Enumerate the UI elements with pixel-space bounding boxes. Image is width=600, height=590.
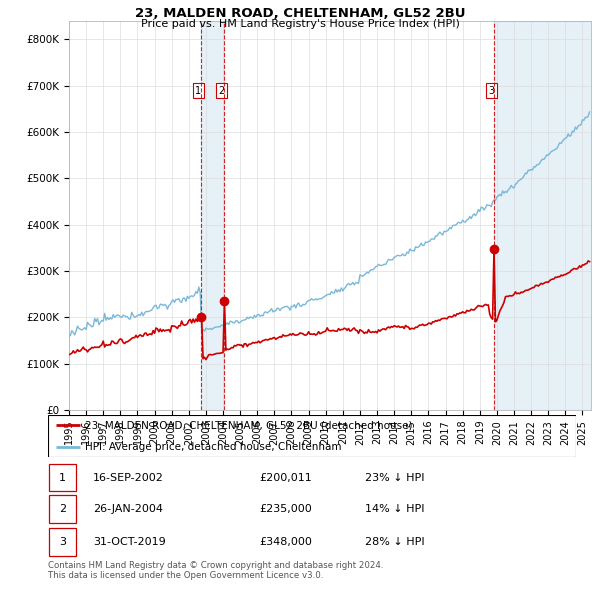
Bar xyxy=(49,495,76,523)
Bar xyxy=(494,21,591,410)
Text: £200,011: £200,011 xyxy=(259,473,312,483)
Text: 3: 3 xyxy=(488,86,494,96)
Text: 2: 2 xyxy=(59,504,66,514)
Bar xyxy=(201,21,224,410)
Text: 23, MALDEN ROAD, CHELTENHAM, GL52 2BU (detached house): 23, MALDEN ROAD, CHELTENHAM, GL52 2BU (d… xyxy=(85,421,412,430)
Text: 23, MALDEN ROAD, CHELTENHAM, GL52 2BU: 23, MALDEN ROAD, CHELTENHAM, GL52 2BU xyxy=(135,7,465,20)
Text: 23% ↓ HPI: 23% ↓ HPI xyxy=(365,473,424,483)
Text: 14% ↓ HPI: 14% ↓ HPI xyxy=(365,504,424,514)
Text: £235,000: £235,000 xyxy=(259,504,312,514)
Text: Price paid vs. HM Land Registry's House Price Index (HPI): Price paid vs. HM Land Registry's House … xyxy=(140,19,460,29)
Text: 1: 1 xyxy=(196,86,202,96)
Text: Contains HM Land Registry data © Crown copyright and database right 2024.
This d: Contains HM Land Registry data © Crown c… xyxy=(48,560,383,580)
Bar xyxy=(49,464,76,491)
Text: 2: 2 xyxy=(218,86,225,96)
Text: 1: 1 xyxy=(59,473,66,483)
Bar xyxy=(49,529,76,556)
Text: £348,000: £348,000 xyxy=(259,537,312,547)
Text: 28% ↓ HPI: 28% ↓ HPI xyxy=(365,537,424,547)
Text: 26-JAN-2004: 26-JAN-2004 xyxy=(93,504,163,514)
Text: 16-SEP-2002: 16-SEP-2002 xyxy=(93,473,164,483)
Text: 31-OCT-2019: 31-OCT-2019 xyxy=(93,537,166,547)
Text: HPI: Average price, detached house, Cheltenham: HPI: Average price, detached house, Chel… xyxy=(85,442,341,451)
Text: 3: 3 xyxy=(59,537,66,547)
